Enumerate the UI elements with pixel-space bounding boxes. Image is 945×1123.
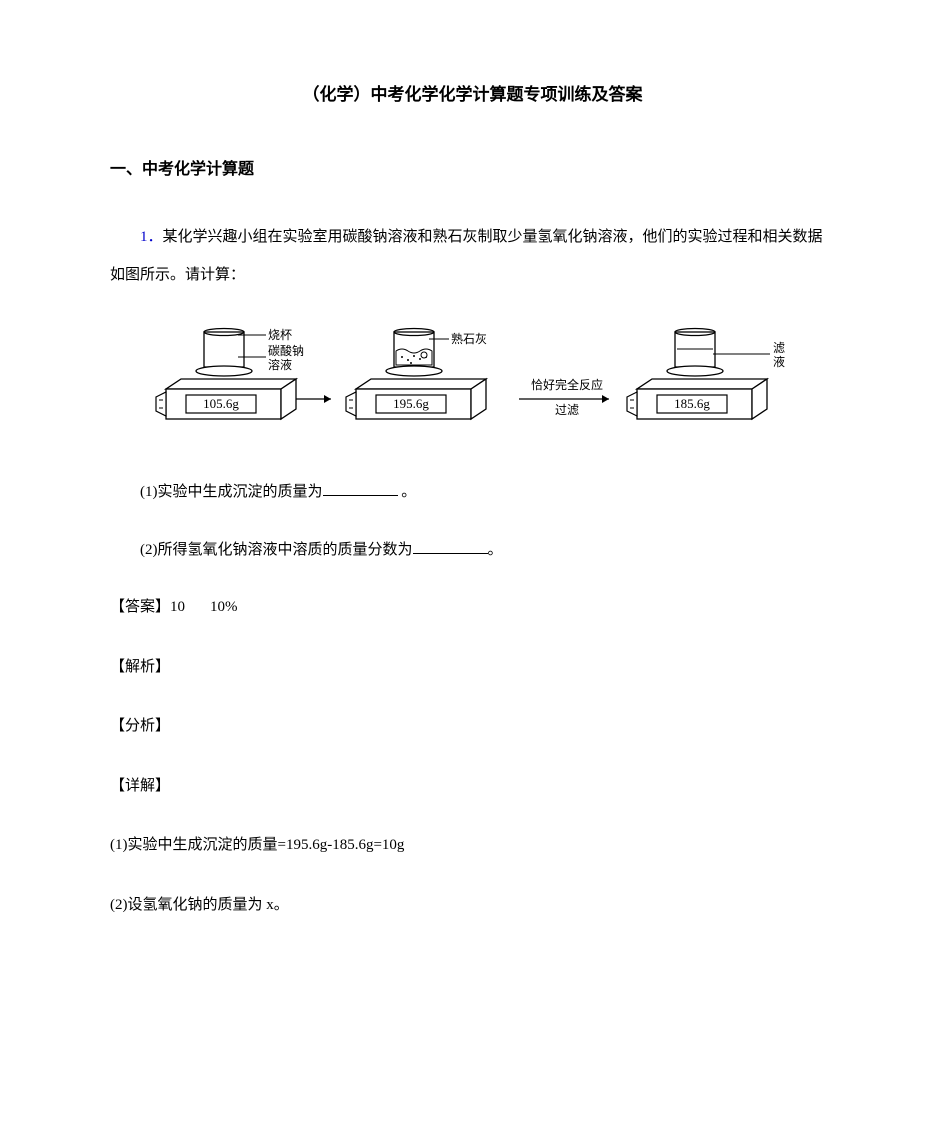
scale-2: 熟石灰 195.6g [344, 319, 509, 439]
question-1: (1)实验中生成沉淀的质量为 。 [110, 474, 835, 512]
answer-val-1: 10 [170, 599, 185, 615]
solution-label-1: 碳酸钠 [268, 343, 304, 358]
q2-prefix: (2)所得氢氧化钠溶液中溶质的质量分数为 [140, 542, 413, 558]
q1-suffix: 。 [398, 484, 417, 500]
answer-val-2: 10% [210, 599, 238, 615]
page-title: （化学）中考化学化学计算题专项训练及答案 [110, 80, 835, 105]
scale-3-side-label-2: 液 [773, 354, 785, 369]
scale-3: 滤 液 185.6g [625, 319, 800, 439]
problem-intro-text: 某化学兴趣小组在实验室用碳酸钠溶液和熟石灰制取少量氢氧化钠溶液，他们的实验过程和… [110, 229, 823, 283]
question-2: (2)所得氢氧化钠溶液中溶质的质量分数为 。 [110, 532, 835, 570]
detail-1: (1)实验中生成沉淀的质量=195.6g-185.6g=10g [110, 827, 835, 865]
scale-1: 烧杯 碳酸钠 溶液 105.6g [146, 319, 336, 439]
q1-prefix: (1)实验中生成沉淀的质量为 [140, 484, 323, 500]
arrow2-label1: 恰好完全反应 [530, 377, 602, 392]
scale-2-display: 195.6g [393, 396, 429, 411]
section-heading: 一、中考化学计算题 [110, 155, 835, 179]
problem-number: 1． [140, 229, 163, 245]
problem-intro: 1．某化学兴趣小组在实验室用碳酸钠溶液和熟石灰制取少量氢氧化钠溶液，他们的实验过… [110, 219, 835, 294]
answer-label: 【答案】 [110, 599, 170, 615]
scale-2-top-label: 熟石灰 [451, 331, 487, 346]
xiangjie-label: 【详解】 [110, 768, 835, 806]
arrow2-label2: 过滤 [554, 403, 578, 417]
detail-2: (2)设氢氧化钠的质量为 x。 [110, 887, 835, 925]
jiexi-label: 【解析】 [110, 649, 835, 687]
scale-1-display: 105.6g [203, 396, 239, 411]
q1-blank [323, 481, 398, 496]
beaker-label: 烧杯 [268, 328, 292, 342]
scale-3-side-label-1: 滤 [773, 341, 785, 355]
fenxi-label: 【分析】 [110, 708, 835, 746]
q2-blank [413, 539, 488, 554]
diagram-row: 烧杯 碳酸钠 溶液 105.6g 熟石灰 [110, 319, 835, 439]
solution-label-2: 溶液 [268, 357, 292, 372]
answer-line: 【答案】10 10% [110, 589, 835, 627]
scale-3-display: 185.6g [674, 396, 710, 411]
arrow-2-3: 恰好完全反应 过滤 [517, 319, 617, 439]
q2-suffix: 。 [488, 542, 503, 558]
